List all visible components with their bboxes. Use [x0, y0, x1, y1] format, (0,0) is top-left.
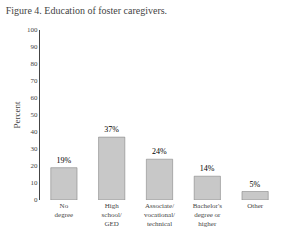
svg-text:24%: 24%	[152, 147, 167, 156]
svg-text:Associate/vocational/technical: Associate/vocational/technical	[144, 202, 175, 228]
svg-text:80: 80	[31, 60, 39, 68]
svg-text:Highschool/GED: Highschool/GED	[102, 202, 122, 228]
svg-text:40: 40	[31, 128, 39, 136]
svg-text:100: 100	[27, 26, 38, 34]
svg-text:14%: 14%	[200, 164, 215, 173]
svg-text:Nodegree: Nodegree	[55, 202, 74, 219]
svg-text:Figure 4. Education of foster: Figure 4. Education of foster caregivers…	[6, 5, 167, 16]
svg-text:19%: 19%	[56, 156, 71, 165]
svg-text:70: 70	[31, 77, 39, 85]
svg-text:60: 60	[31, 94, 39, 102]
svg-text:5%: 5%	[250, 180, 261, 189]
svg-text:37%: 37%	[104, 125, 119, 134]
svg-text:0: 0	[34, 196, 38, 204]
svg-text:Bachelor'sdegree orhigher: Bachelor'sdegree orhigher	[193, 202, 223, 228]
svg-text:Percent: Percent	[12, 101, 22, 128]
svg-text:20: 20	[31, 162, 39, 170]
svg-text:10: 10	[31, 179, 39, 187]
svg-text:Other: Other	[247, 202, 264, 210]
svg-text:50: 50	[31, 111, 39, 119]
svg-text:90: 90	[31, 43, 39, 51]
svg-text:30: 30	[31, 145, 39, 153]
